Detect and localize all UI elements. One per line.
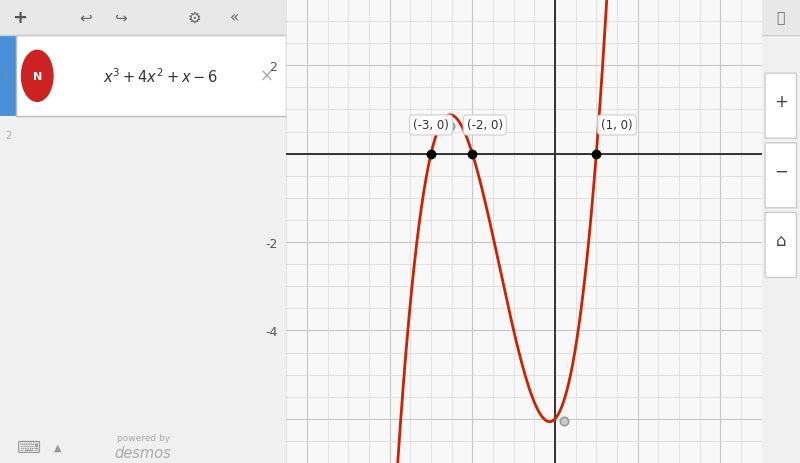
Text: −: −: [774, 163, 788, 180]
Text: (-3, 0): (-3, 0): [413, 119, 449, 132]
FancyBboxPatch shape: [765, 213, 797, 278]
Text: powered by: powered by: [117, 433, 170, 442]
Text: (1, 0): (1, 0): [601, 119, 633, 132]
Text: N: N: [33, 72, 42, 81]
Text: +: +: [13, 9, 27, 27]
Text: ↪: ↪: [114, 11, 126, 25]
Text: ×: ×: [259, 68, 274, 86]
Text: +: +: [774, 93, 788, 111]
FancyBboxPatch shape: [16, 36, 286, 117]
Text: desmos: desmos: [115, 445, 171, 460]
Text: (-2, 0): (-2, 0): [466, 119, 502, 132]
Text: $x^3 + 4x^2 + x - 6$: $x^3 + 4x^2 + x - 6$: [102, 67, 218, 86]
Circle shape: [22, 51, 53, 102]
Text: ▲: ▲: [54, 442, 61, 452]
FancyBboxPatch shape: [762, 0, 800, 36]
Text: ⌨: ⌨: [17, 438, 41, 456]
Text: ⚙: ⚙: [188, 11, 202, 25]
FancyBboxPatch shape: [0, 0, 286, 36]
Text: 2: 2: [6, 131, 12, 141]
Text: «: «: [230, 11, 239, 25]
FancyBboxPatch shape: [0, 36, 16, 117]
Text: 🔧: 🔧: [777, 11, 785, 25]
Text: 1: 1: [3, 72, 9, 81]
Text: ⌂: ⌂: [775, 232, 786, 250]
Text: ↩: ↩: [79, 11, 92, 25]
FancyBboxPatch shape: [765, 144, 797, 208]
FancyBboxPatch shape: [765, 74, 797, 139]
